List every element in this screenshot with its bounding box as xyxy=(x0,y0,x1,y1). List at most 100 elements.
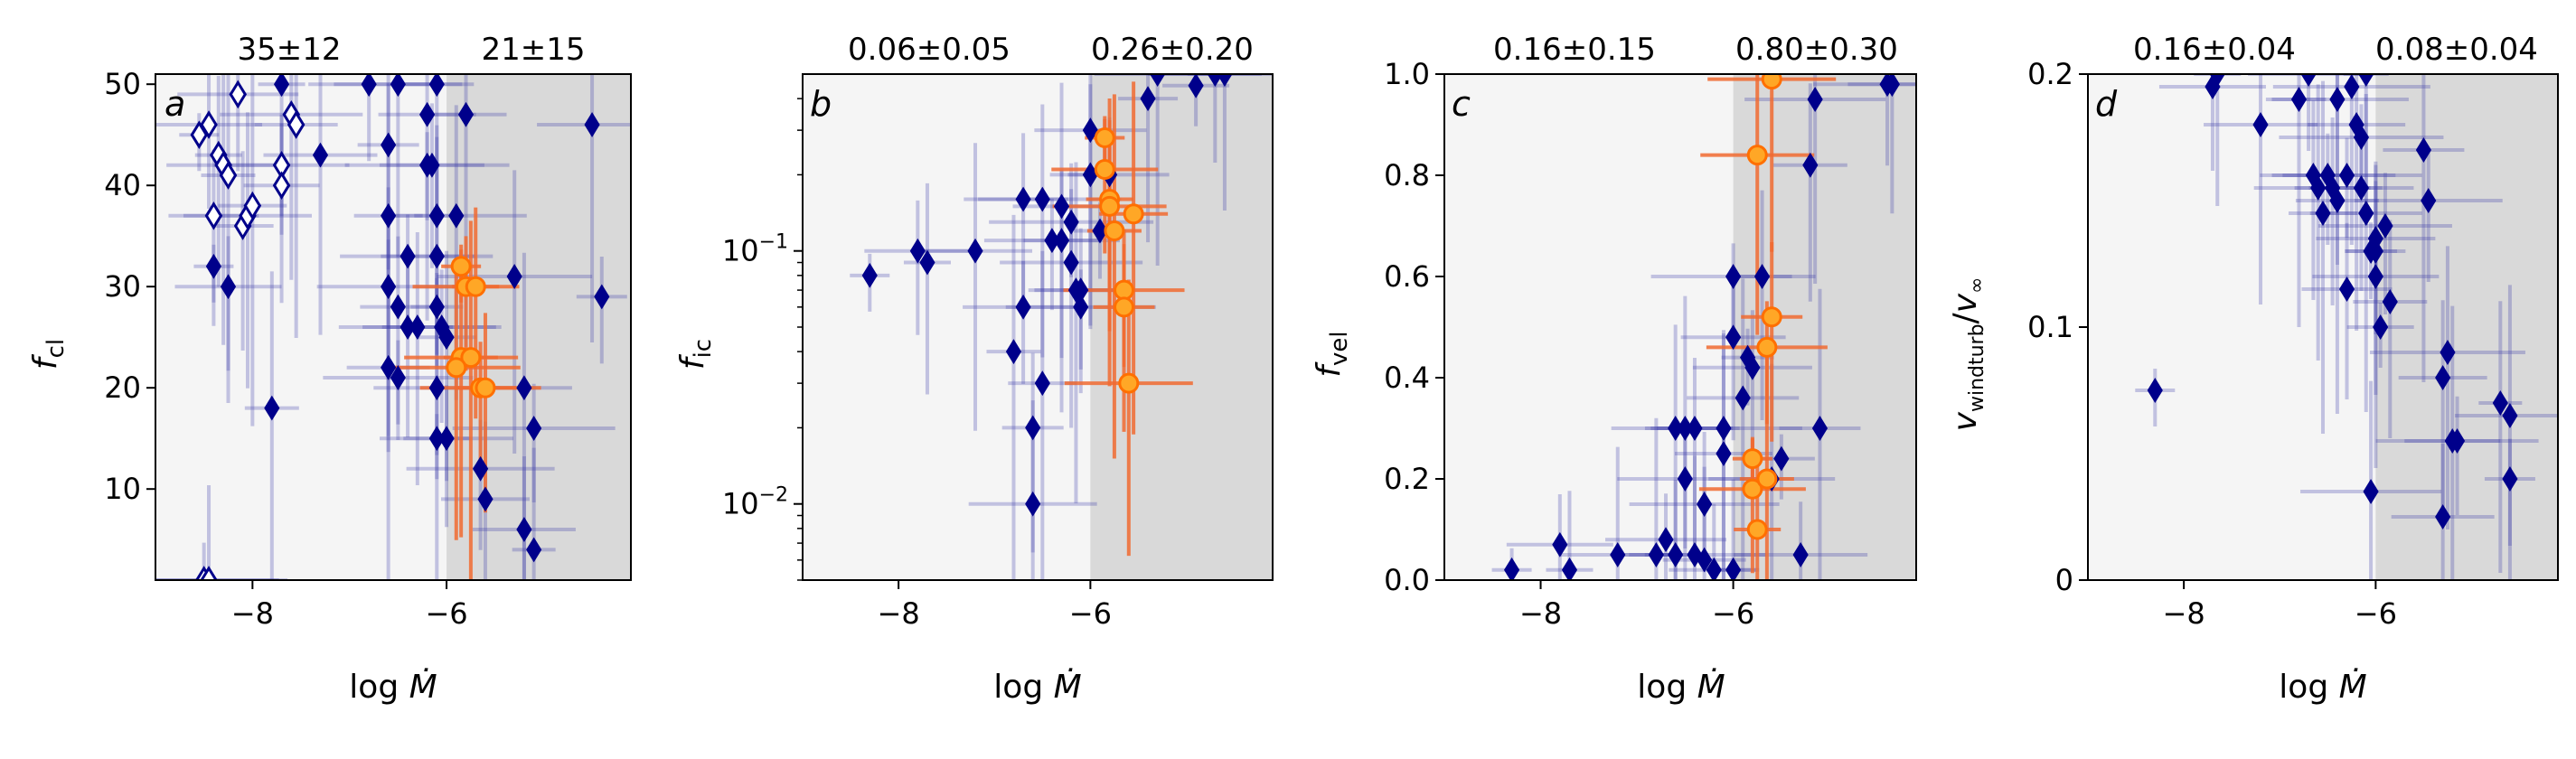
y-axis-label-b: fic xyxy=(674,339,717,370)
top-label-c-left: 0.16±0.15 xyxy=(1493,32,1656,68)
data-point xyxy=(273,74,290,98)
data-point xyxy=(381,202,397,229)
data-point xyxy=(1025,491,1041,517)
series-layer-b xyxy=(850,74,1273,580)
x-tick-label: −6 xyxy=(1712,596,1754,631)
y-tick-label: 0.6 xyxy=(1384,259,1430,294)
data-point xyxy=(1073,277,1089,304)
data-point xyxy=(1677,466,1693,492)
data-point xyxy=(312,142,329,168)
data-point xyxy=(1687,416,1703,441)
data-point xyxy=(438,324,455,351)
data-point-open xyxy=(272,171,291,201)
y-tick-label: 0.2 xyxy=(2027,57,2073,91)
data-point-orange xyxy=(1114,296,1135,318)
x-tick-label: −6 xyxy=(425,596,467,631)
ticks-b: −8 −6 10−2 10−1 xyxy=(722,98,1112,631)
y-tick-label: 0.0 xyxy=(1384,563,1430,597)
y-tick-label: 10−1 xyxy=(722,231,788,268)
data-point xyxy=(526,416,542,441)
y-tick-label: 30 xyxy=(104,269,141,304)
data-point xyxy=(424,152,440,178)
data-point xyxy=(2367,264,2383,289)
data-point xyxy=(390,294,406,320)
series-layer-d xyxy=(2135,74,2558,580)
data-point xyxy=(2315,201,2331,226)
y-tick-label: 0.2 xyxy=(1384,462,1430,496)
data-point xyxy=(1811,416,1829,441)
panel-letter-c: c xyxy=(1452,84,1471,124)
ticks-a: −8 −6 10 20 30 40 50 xyxy=(104,67,467,631)
data-point xyxy=(516,375,532,401)
data-point xyxy=(1716,416,1732,441)
data-point xyxy=(1658,527,1674,553)
data-point xyxy=(506,264,522,289)
data-point xyxy=(438,426,455,452)
data-point-open xyxy=(200,566,218,580)
data-point xyxy=(1706,557,1722,580)
x-tick-label: −8 xyxy=(1519,596,1562,631)
data-point-open xyxy=(200,110,218,139)
ticks-d: −8 −6 0 0.1 0.2 xyxy=(2027,57,2397,631)
data-point xyxy=(2300,74,2317,87)
data-point xyxy=(1561,557,1578,580)
x-tick-label: −8 xyxy=(231,596,274,631)
data-point-open xyxy=(243,191,262,220)
data-point-orange xyxy=(450,256,472,277)
high-mdot-region xyxy=(2375,74,2558,580)
y-tick-label: 10−2 xyxy=(722,484,788,521)
data-point xyxy=(2209,74,2225,87)
data-point xyxy=(526,537,542,563)
data-point xyxy=(1687,542,1703,567)
data-point xyxy=(264,395,280,421)
data-point-orange xyxy=(1746,145,1768,166)
data-point xyxy=(1140,86,1156,112)
panel-letter-b: b xyxy=(810,84,832,124)
data-point-open xyxy=(287,110,306,139)
axes-frame-a xyxy=(155,73,632,581)
data-point xyxy=(1802,152,1819,178)
data-point xyxy=(1552,531,1568,558)
data-point xyxy=(205,253,221,279)
y-tick-label: 10 xyxy=(104,472,141,506)
data-point xyxy=(220,274,237,300)
data-point xyxy=(1648,542,1664,567)
data-point-open xyxy=(219,161,238,190)
data-point xyxy=(2358,201,2374,226)
data-point xyxy=(2353,175,2370,201)
data-point xyxy=(1610,542,1626,567)
data-point xyxy=(1063,249,1079,276)
data-point xyxy=(400,243,416,269)
data-point xyxy=(390,74,406,98)
data-point-orange xyxy=(1761,74,1782,90)
x-axis-label-c: log Ṁ xyxy=(1637,668,1725,706)
data-point xyxy=(2358,74,2374,87)
data-point xyxy=(2252,112,2269,137)
y-tick-label: 20 xyxy=(104,370,141,405)
data-point xyxy=(1082,117,1098,144)
data-point xyxy=(2415,137,2432,163)
y-tick-label: 40 xyxy=(104,168,141,202)
data-point xyxy=(1884,74,1900,98)
data-point xyxy=(1188,74,1204,98)
data-point xyxy=(428,202,445,229)
data-point xyxy=(2377,213,2393,239)
data-point xyxy=(390,365,406,390)
data-point xyxy=(428,375,445,401)
data-point-orange xyxy=(446,357,467,379)
data-point xyxy=(967,238,983,264)
data-point xyxy=(1034,370,1050,397)
data-point xyxy=(2329,188,2346,213)
x-axis-label-d: log Ṁ xyxy=(2279,668,2366,706)
data-point xyxy=(1716,441,1732,466)
data-point xyxy=(2310,175,2327,201)
data-point-orange xyxy=(465,276,486,297)
data-point-orange xyxy=(1094,127,1115,149)
x-tick-label: −8 xyxy=(878,596,920,631)
x-tick-label: −6 xyxy=(2355,596,2397,631)
data-point-open xyxy=(204,201,223,230)
data-point xyxy=(381,274,397,300)
data-point xyxy=(2147,378,2163,403)
data-point xyxy=(2338,276,2355,302)
